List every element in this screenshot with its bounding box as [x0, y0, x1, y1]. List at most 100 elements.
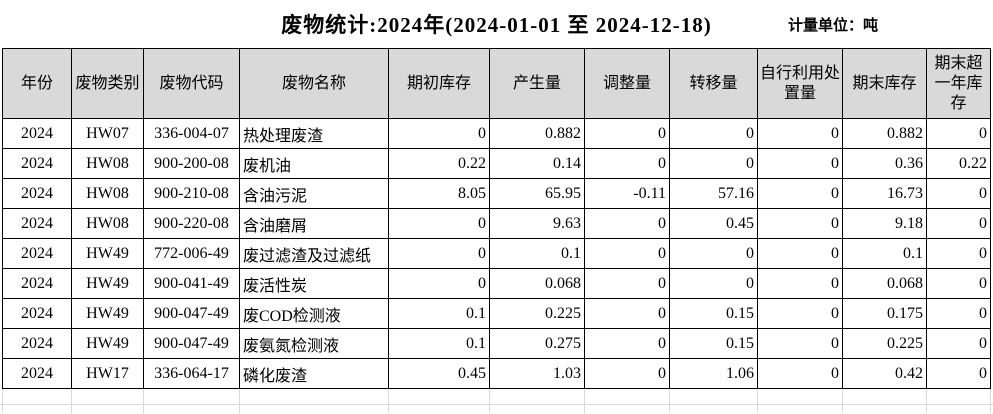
cell-category[interactable]: HW08 [71, 148, 144, 179]
cell-produced[interactable]: 0.14 [489, 148, 585, 179]
cell-name[interactable]: 废活性炭 [239, 268, 389, 299]
cell-category[interactable]: HW49 [71, 328, 144, 359]
column-header-initial-stock[interactable]: 期初库存 [388, 48, 490, 119]
cell-ending-stock[interactable]: 0.1 [842, 238, 927, 269]
cell-code[interactable]: 900-047-49 [143, 298, 240, 329]
cell-produced[interactable]: 0.882 [489, 118, 585, 149]
cell-over-one-year-stock[interactable]: 0 [926, 358, 991, 389]
cell-self-disposal[interactable]: 0 [757, 208, 843, 239]
cell-ending-stock[interactable]: 0.175 [842, 298, 927, 329]
cell-ending-stock[interactable]: 0.225 [842, 328, 927, 359]
cell-name[interactable]: 废过滤渣及过滤纸 [239, 238, 389, 269]
cell-self-disposal[interactable]: 0 [757, 328, 843, 359]
cell-self-disposal[interactable]: 0 [757, 148, 843, 179]
cell-produced[interactable]: 9.63 [489, 208, 585, 239]
cell-name[interactable]: 废COD检测液 [239, 298, 389, 329]
cell-code[interactable]: 900-220-08 [143, 208, 240, 239]
cell-transferred[interactable]: 57.16 [669, 178, 758, 209]
cell-over-one-year-stock[interactable]: 0 [926, 268, 991, 299]
cell-initial-stock[interactable]: 0 [388, 208, 490, 239]
column-header-produced[interactable]: 产生量 [489, 48, 585, 119]
cell-produced[interactable]: 0.068 [489, 268, 585, 299]
cell-adjusted[interactable]: 0 [584, 328, 670, 359]
cell-year[interactable]: 2024 [2, 298, 72, 329]
cell-initial-stock[interactable]: 0.1 [388, 298, 490, 329]
cell-over-one-year-stock[interactable]: 0 [926, 118, 991, 149]
cell-year[interactable]: 2024 [2, 238, 72, 269]
cell-name[interactable]: 磷化废渣 [239, 358, 389, 389]
cell-code[interactable]: 900-210-08 [143, 178, 240, 209]
cell-year[interactable]: 2024 [2, 118, 72, 149]
cell-ending-stock[interactable]: 16.73 [842, 178, 927, 209]
cell-over-one-year-stock[interactable]: 0 [926, 328, 991, 359]
cell-transferred[interactable]: 0 [669, 238, 758, 269]
cell-adjusted[interactable]: 0 [584, 268, 670, 299]
cell-initial-stock[interactable]: 0 [388, 268, 490, 299]
cell-adjusted[interactable]: 0 [584, 118, 670, 149]
cell-transferred[interactable]: 0 [669, 268, 758, 299]
cell-produced[interactable]: 1.03 [489, 358, 585, 389]
column-header-over-one-year-stock[interactable]: 期末超一年库存 [926, 48, 991, 119]
cell-produced[interactable]: 0.275 [489, 328, 585, 359]
cell-transferred[interactable]: 0 [669, 118, 758, 149]
cell-ending-stock[interactable]: 0.42 [842, 358, 927, 389]
cell-name[interactable]: 废机油 [239, 148, 389, 179]
cell-produced[interactable]: 0.225 [489, 298, 585, 329]
cell-category[interactable]: HW49 [71, 238, 144, 269]
cell-adjusted[interactable]: -0.11 [584, 178, 670, 209]
column-header-ending-stock[interactable]: 期末库存 [842, 48, 927, 119]
cell-category[interactable]: HW08 [71, 178, 144, 209]
cell-adjusted[interactable]: 0 [584, 238, 670, 269]
cell-transferred[interactable]: 0.15 [669, 298, 758, 329]
column-header-name[interactable]: 废物名称 [239, 48, 389, 119]
cell-self-disposal[interactable]: 0 [757, 178, 843, 209]
cell-code[interactable]: 336-004-07 [143, 118, 240, 149]
cell-ending-stock[interactable]: 0.068 [842, 268, 927, 299]
cell-ending-stock[interactable]: 9.18 [842, 208, 927, 239]
cell-produced[interactable]: 65.95 [489, 178, 585, 209]
cell-adjusted[interactable]: 0 [584, 148, 670, 179]
cell-self-disposal[interactable]: 0 [757, 358, 843, 389]
cell-category[interactable]: HW07 [71, 118, 144, 149]
cell-year[interactable]: 2024 [2, 268, 72, 299]
cell-initial-stock[interactable]: 8.05 [388, 178, 490, 209]
cell-adjusted[interactable]: 0 [584, 208, 670, 239]
column-header-transferred[interactable]: 转移量 [669, 48, 758, 119]
cell-self-disposal[interactable]: 0 [757, 268, 843, 299]
cell-over-one-year-stock[interactable]: 0 [926, 238, 991, 269]
cell-name[interactable]: 废氨氮检测液 [239, 328, 389, 359]
cell-year[interactable]: 2024 [2, 178, 72, 209]
cell-initial-stock[interactable]: 0 [388, 118, 490, 149]
column-header-category[interactable]: 废物类别 [71, 48, 144, 119]
cell-adjusted[interactable]: 0 [584, 358, 670, 389]
cell-initial-stock[interactable]: 0 [388, 238, 490, 269]
cell-code[interactable]: 900-041-49 [143, 268, 240, 299]
cell-name[interactable]: 含油污泥 [239, 178, 389, 209]
column-header-adjusted[interactable]: 调整量 [584, 48, 670, 119]
cell-ending-stock[interactable]: 0.882 [842, 118, 927, 149]
column-header-self-disposal[interactable]: 自行利用处置量 [757, 48, 843, 119]
cell-category[interactable]: HW49 [71, 298, 144, 329]
cell-self-disposal[interactable]: 0 [757, 238, 843, 269]
cell-over-one-year-stock[interactable]: 0 [926, 178, 991, 209]
cell-category[interactable]: HW08 [71, 208, 144, 239]
column-header-code[interactable]: 废物代码 [143, 48, 240, 119]
cell-code[interactable]: 336-064-17 [143, 358, 240, 389]
cell-year[interactable]: 2024 [2, 358, 72, 389]
cell-initial-stock[interactable]: 0.22 [388, 148, 490, 179]
cell-ending-stock[interactable]: 0.36 [842, 148, 927, 179]
cell-code[interactable]: 900-047-49 [143, 328, 240, 359]
cell-year[interactable]: 2024 [2, 328, 72, 359]
cell-over-one-year-stock[interactable]: 0 [926, 298, 991, 329]
cell-initial-stock[interactable]: 0.45 [388, 358, 490, 389]
cell-name[interactable]: 热处理废渣 [239, 118, 389, 149]
cell-transferred[interactable]: 0 [669, 148, 758, 179]
cell-over-one-year-stock[interactable]: 0 [926, 208, 991, 239]
cell-transferred[interactable]: 0.45 [669, 208, 758, 239]
cell-category[interactable]: HW49 [71, 268, 144, 299]
cell-over-one-year-stock[interactable]: 0.22 [926, 148, 991, 179]
cell-produced[interactable]: 0.1 [489, 238, 585, 269]
cell-year[interactable]: 2024 [2, 208, 72, 239]
cell-code[interactable]: 772-006-49 [143, 238, 240, 269]
cell-code[interactable]: 900-200-08 [143, 148, 240, 179]
